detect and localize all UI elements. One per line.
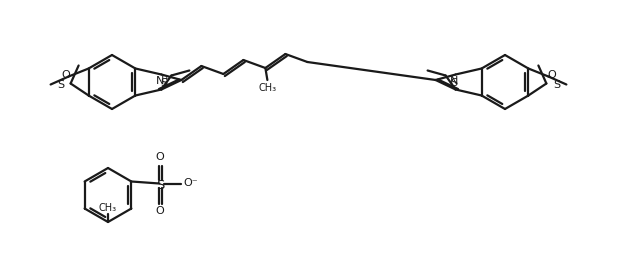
Text: O: O [547, 69, 556, 80]
Text: CH₃: CH₃ [259, 83, 276, 93]
Text: S: S [160, 78, 167, 88]
Text: O: O [155, 206, 164, 217]
Text: S: S [57, 80, 64, 89]
Text: O: O [155, 152, 164, 163]
Text: O⁻: O⁻ [183, 179, 198, 189]
Text: CH₃: CH₃ [99, 203, 117, 213]
Text: S: S [450, 78, 457, 88]
Text: N: N [449, 77, 458, 87]
Text: S: S [156, 179, 164, 192]
Text: S: S [553, 80, 560, 89]
Text: N⁺: N⁺ [156, 77, 170, 87]
Text: O: O [61, 69, 70, 80]
